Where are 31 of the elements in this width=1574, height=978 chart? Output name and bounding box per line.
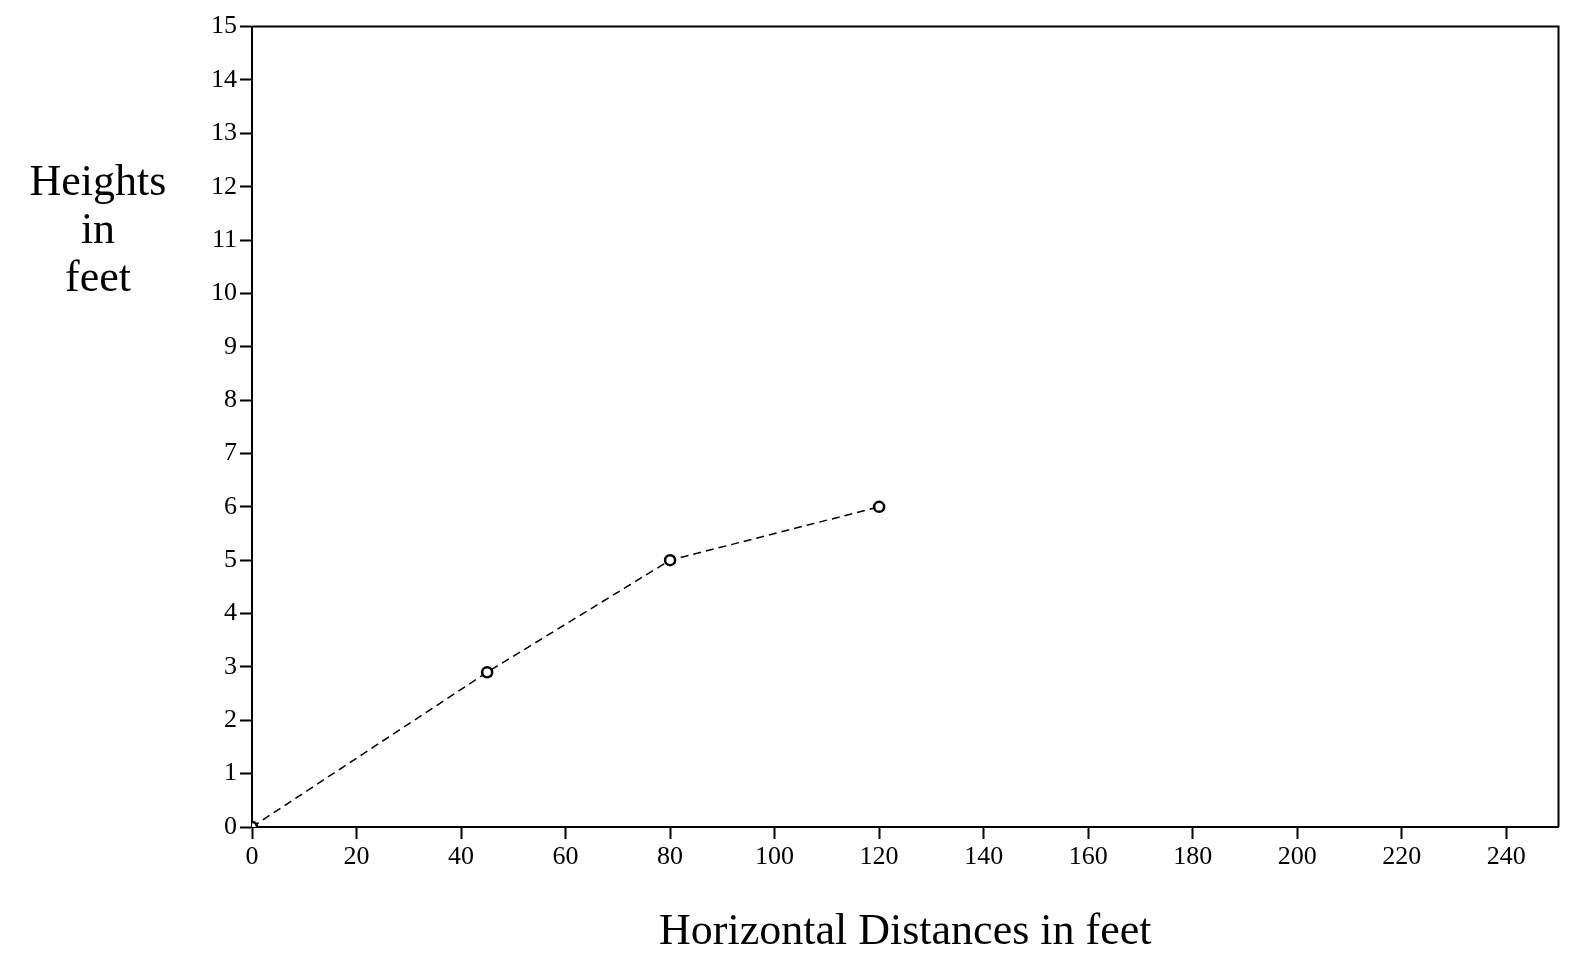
y-tick-label: 10 [211,277,237,307]
x-tick-label: 60 [552,841,579,871]
y-tick-label: 0 [224,810,237,840]
y-tick-label: 13 [211,117,237,147]
x-tick-label: 0 [245,841,259,871]
x-tick-label: 200 [1277,841,1317,871]
y-tick-label: 5 [224,544,237,574]
x-tick-label: 180 [1173,841,1213,871]
y-tick-label: 12 [211,170,237,200]
x-tick-label: 220 [1382,841,1422,871]
y-tick-label: 15 [211,10,237,40]
x-tick-label: 40 [448,841,475,871]
y-tick-label: 4 [224,597,237,627]
x-tick-label: 80 [657,841,684,871]
y-tick-label: 6 [224,490,237,520]
y-tick-label: 7 [224,437,237,467]
y-tick-label: 11 [211,223,237,253]
x-axis-title: Horizontal Distances in feet [659,905,1152,955]
x-tick-label: 20 [343,841,370,871]
x-tick-label: 100 [755,841,795,871]
y-tick-label: 8 [224,383,237,413]
y-tick-label: 9 [224,330,237,360]
y-axis-title: Heights in feet [29,155,167,301]
x-tick-label: 240 [1486,841,1526,871]
y-tick-label: 1 [224,757,237,787]
x-tick-label: 160 [1068,841,1108,871]
y-tick-label: 3 [224,650,237,680]
y-tick-label: 2 [224,704,237,734]
x-tick-label: 140 [964,841,1004,871]
x-tick-label: 120 [859,841,899,871]
y-tick-label: 14 [211,63,237,93]
